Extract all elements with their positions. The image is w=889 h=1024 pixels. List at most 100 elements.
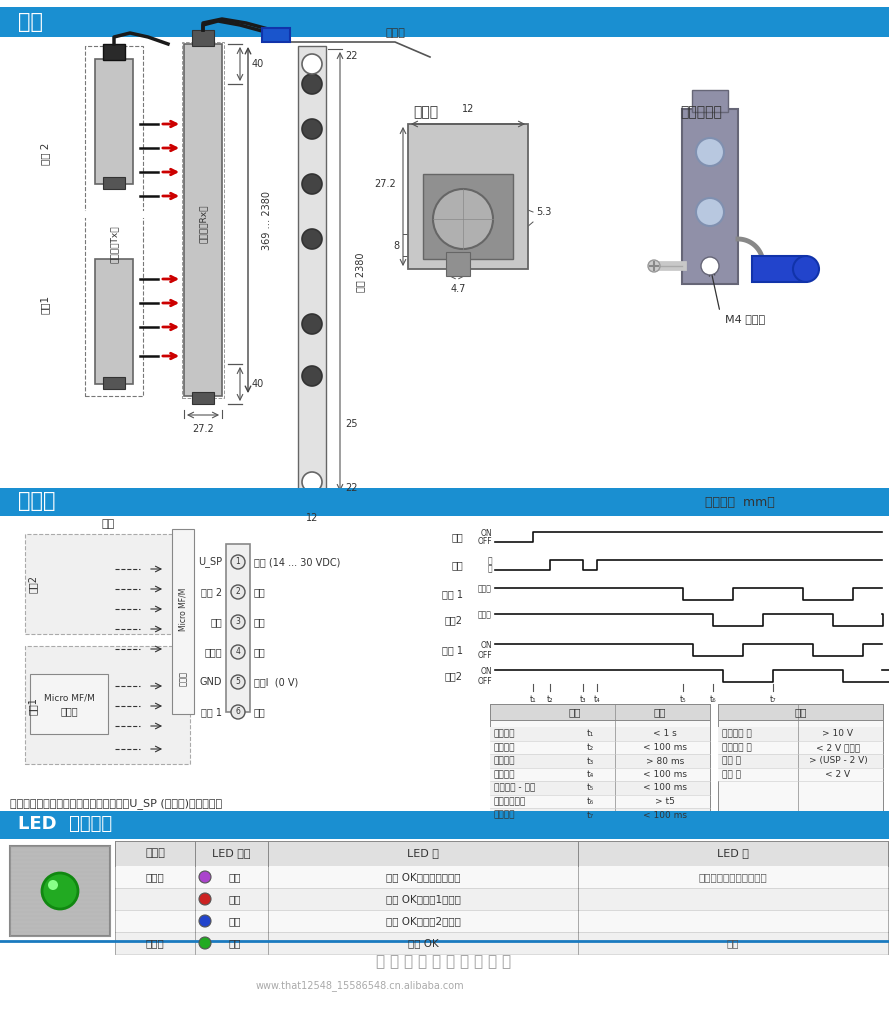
Text: t₄: t₄ xyxy=(587,770,594,779)
Bar xyxy=(10,846,110,936)
Bar xyxy=(718,768,883,781)
Text: 22: 22 xyxy=(345,483,357,493)
Circle shape xyxy=(48,880,58,890)
Text: t₆: t₆ xyxy=(587,797,594,806)
Text: 12: 12 xyxy=(306,513,318,523)
Text: 不使用: 不使用 xyxy=(204,647,222,657)
Text: 结束时间: 结束时间 xyxy=(494,757,516,766)
Text: 响应时间: 响应时间 xyxy=(494,743,516,752)
Text: 灰色: 灰色 xyxy=(254,587,266,597)
Bar xyxy=(10,846,110,936)
Circle shape xyxy=(199,893,211,905)
Bar xyxy=(298,46,326,496)
Text: 369 … 2380: 369 … 2380 xyxy=(262,190,272,250)
Circle shape xyxy=(302,74,322,94)
Text: 上电时间: 上电时间 xyxy=(494,729,516,738)
Text: 40: 40 xyxy=(252,379,264,389)
Circle shape xyxy=(199,937,211,949)
Circle shape xyxy=(199,915,211,927)
Bar xyxy=(490,781,710,795)
Bar xyxy=(446,252,470,276)
Bar xyxy=(752,256,804,282)
Bar xyxy=(115,841,888,866)
Bar xyxy=(192,392,214,404)
Text: 通信: 通信 xyxy=(101,519,115,529)
Text: 没电: 没电 xyxy=(726,938,740,948)
Text: t₂: t₂ xyxy=(547,695,553,705)
Bar xyxy=(718,705,883,720)
Text: 光幕端: 光幕端 xyxy=(145,848,165,858)
Text: 低: 低 xyxy=(487,564,492,573)
Text: ON: ON xyxy=(480,667,492,676)
Text: 区域1: 区域1 xyxy=(40,295,50,313)
Text: 发射端: 发射端 xyxy=(60,706,78,716)
Text: Micro MF/M: Micro MF/M xyxy=(44,693,94,702)
Text: t₆: t₆ xyxy=(709,695,717,705)
Text: 自检输入 高: 自检输入 高 xyxy=(722,729,752,738)
Text: 输出 1: 输出 1 xyxy=(442,645,463,655)
Bar xyxy=(490,705,710,720)
Text: 蓝色: 蓝色 xyxy=(228,916,241,926)
Bar xyxy=(103,377,125,389)
Bar xyxy=(25,646,190,764)
Circle shape xyxy=(231,555,245,569)
Text: < 1 s: < 1 s xyxy=(653,729,677,738)
Text: 1: 1 xyxy=(236,557,240,566)
Text: 橙色 (14 ... 30 VDC): 橙色 (14 ... 30 VDC) xyxy=(254,557,340,567)
Bar xyxy=(103,44,125,60)
Text: 22: 22 xyxy=(345,51,357,61)
Text: 未遮挡: 未遮挡 xyxy=(478,585,492,594)
Circle shape xyxy=(302,54,322,74)
Text: 输出 低: 输出 低 xyxy=(722,770,741,779)
Circle shape xyxy=(231,645,245,659)
Text: OFF: OFF xyxy=(477,537,492,546)
Text: 发射端（Tx）: 发射端（Tx） xyxy=(109,225,118,263)
Text: < 100 ms: < 100 ms xyxy=(643,783,687,793)
Text: 27.2: 27.2 xyxy=(192,424,214,434)
Text: 12: 12 xyxy=(461,104,474,114)
Text: 绿色: 绿色 xyxy=(228,938,241,948)
Bar xyxy=(692,90,728,112)
Bar xyxy=(490,754,710,768)
Text: t₇: t₇ xyxy=(587,811,594,819)
Bar xyxy=(408,124,528,269)
Bar xyxy=(0,488,889,516)
Text: 区域 2: 区域 2 xyxy=(40,142,50,165)
Text: 自检输入 低: 自检输入 低 xyxy=(722,743,752,752)
Text: 区域2: 区域2 xyxy=(445,615,463,625)
Text: 4.7: 4.7 xyxy=(451,284,466,294)
Text: 蘇 州 感 应 电 气 有 限 公 司: 蘇 州 感 应 电 气 有 限 公 司 xyxy=(376,954,511,970)
Circle shape xyxy=(302,119,322,139)
Text: 固定光幕杆: 固定光幕杆 xyxy=(680,105,722,119)
Text: 高: 高 xyxy=(487,556,492,565)
Bar xyxy=(184,44,222,396)
Text: 横截面: 横截面 xyxy=(413,105,438,119)
Bar xyxy=(226,544,250,712)
Text: 电源 OK: 电源 OK xyxy=(408,938,438,948)
Text: 27.2: 27.2 xyxy=(374,179,396,189)
Text: 2: 2 xyxy=(236,588,240,597)
Text: 自检: 自检 xyxy=(452,560,463,570)
Text: t₅: t₅ xyxy=(680,695,686,705)
Text: OFF: OFF xyxy=(477,677,492,685)
Text: t₃: t₃ xyxy=(587,757,594,766)
Text: LED  状态显示: LED 状态显示 xyxy=(18,815,112,833)
Bar xyxy=(30,674,108,734)
Bar xyxy=(0,811,889,839)
Bar xyxy=(115,866,888,888)
Text: t₇: t₇ xyxy=(770,695,776,705)
Text: M4 固定孔: M4 固定孔 xyxy=(725,314,765,324)
Circle shape xyxy=(302,472,322,492)
Circle shape xyxy=(302,229,322,249)
Bar xyxy=(115,888,888,910)
Text: 输出 高: 输出 高 xyxy=(722,757,741,766)
Bar xyxy=(0,7,889,37)
Text: 接收端（Rx）: 接收端（Rx） xyxy=(198,205,207,244)
Text: t₄: t₄ xyxy=(594,695,600,705)
Text: 蓝色l  (0 V): 蓝色l (0 V) xyxy=(254,677,298,687)
Text: 25: 25 xyxy=(345,419,357,429)
Text: 输出2: 输出2 xyxy=(445,671,463,681)
Text: 未遮挡: 未遮挡 xyxy=(478,610,492,620)
Text: 接收端: 接收端 xyxy=(146,872,164,882)
Text: 自检信号时间: 自检信号时间 xyxy=(494,797,526,806)
